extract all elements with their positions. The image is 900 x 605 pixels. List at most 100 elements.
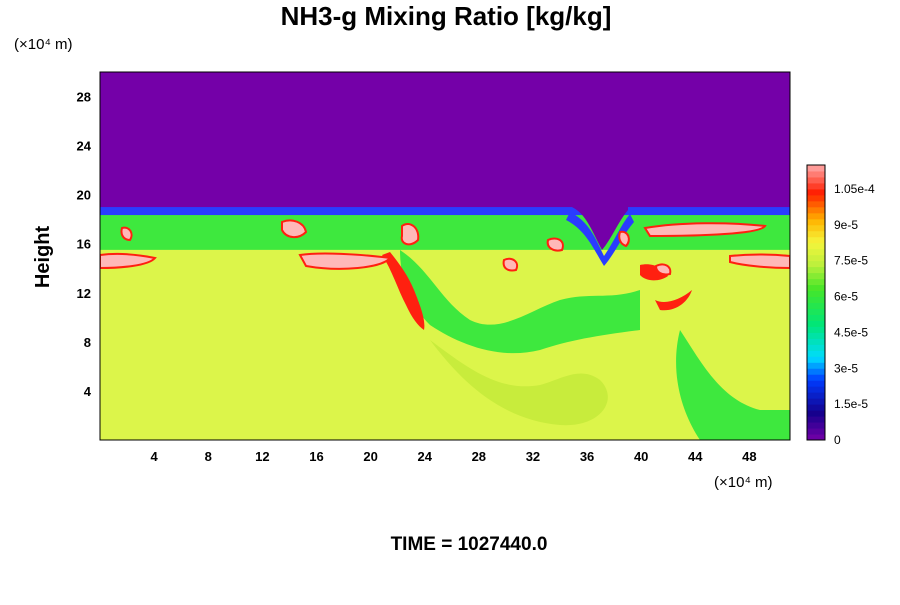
colorbar-tick-label: 1.05e-4 [834,182,875,196]
field-lower-swirl [676,330,790,440]
x-tick-label: 24 [417,449,432,464]
colorbar-tick-label: 0 [834,433,841,447]
colorbar-cell [807,212,825,220]
colorbar-cell [807,284,825,292]
colorbar-frame [806,164,826,441]
colorbar-cell [807,350,825,357]
x-tick-label: 16 [309,449,323,464]
field-max-patch [643,222,767,238]
colorbar-cell [807,422,825,429]
colorbar-cell [807,326,825,333]
x-tick-label: 4 [151,449,159,464]
colorbar-cell [807,218,825,226]
colorbar-cell [807,356,825,363]
field-turbulent-plume [400,250,640,354]
colorbar-cell [807,398,825,405]
colorbar-cell [807,260,825,268]
colorbar-tick-label: 9e-5 [834,218,858,232]
colorbar-cell [807,194,825,202]
colorbar-tick-label: 4.5e-5 [834,325,868,339]
colorbar-cell [807,332,825,339]
colorbar-cell [807,392,825,399]
colorbar-cell [807,374,825,381]
y-axis-ticks: 4 8 12 16 20 24 28 [77,90,92,399]
field-max-patch [729,253,790,270]
field-max-patch [100,253,157,270]
colorbar-cell [807,182,825,190]
colorbar-cell [807,242,825,250]
x-tick-label: 44 [688,449,703,464]
colorbar-cell [807,368,825,375]
colorbar-cell [807,296,825,303]
colorbar-cell [807,266,825,274]
colorbar-cell [807,165,825,172]
field-high-value-patch [640,264,668,281]
y-tick-label: 4 [84,384,92,399]
colorbar-cell [807,206,825,214]
colorbar-cells [807,165,825,441]
colorbar-cell [807,380,825,387]
colorbar-cell [807,236,825,244]
colorbar-cell [807,362,825,369]
y-tick-label: 12 [77,286,91,301]
plot-frame [99,71,791,441]
y-tick-label: 24 [77,139,92,154]
field-cloud-top-dip-edge [566,212,634,266]
x-tick-label: 8 [205,449,212,464]
colorbar-tick-label: 1.5e-5 [834,397,868,411]
field-cloud-top-dip [565,205,628,250]
field-upper-region [100,72,790,216]
field-max-patch [618,230,630,248]
colorbar-cell [807,338,825,345]
colorbar-cell [807,428,825,435]
x-tick-label: 32 [526,449,540,464]
colorbar-cell [807,176,825,184]
field-max-patch [120,226,133,242]
x-tick-label: 28 [472,449,486,464]
colorbar-cell [807,404,825,411]
colorbar-cell [807,224,825,232]
x-tick-label: 20 [363,449,377,464]
x-axis-unit: (×10⁴ m) [714,474,773,491]
colorbar-cell [807,302,825,309]
colorbar-cell [807,254,825,262]
y-tick-label: 20 [77,188,91,203]
field-max-patch [281,219,308,238]
colorbar: 0 1.5e-5 3e-5 4.5e-5 6e-5 7.5e-5 9e-5 1.… [806,164,875,447]
mixing-ratio-field [100,72,790,440]
x-axis-ticks: 4 8 12 16 20 24 28 32 36 40 44 48 [151,449,757,464]
x-tick-label: 48 [742,449,756,464]
colorbar-cell [807,434,825,441]
y-tick-label: 28 [77,90,91,105]
y-axis-unit: (×10⁴ m) [14,36,73,53]
field-max-patch [400,222,420,246]
colorbar-cell [807,290,825,298]
colorbar-cell [807,272,825,280]
colorbar-cell [807,248,825,256]
colorbar-cell [807,386,825,393]
x-tick-label: 12 [255,449,269,464]
colorbar-cell [807,188,825,196]
field-high-value-plume [382,252,425,330]
field-max-patch [298,252,392,270]
field-max-patch [654,263,672,276]
x-tick-label: 40 [634,449,648,464]
colorbar-cell [807,230,825,238]
time-label: TIME = 1027440.0 [391,534,548,555]
colorbar-cell [807,278,825,286]
colorbar-cell [807,320,825,327]
colorbar-tick-label: 7.5e-5 [834,254,868,268]
y-tick-label: 8 [84,335,91,350]
colorbar-cell [807,344,825,351]
colorbar-cell [807,410,825,417]
x-tick-label: 36 [580,449,594,464]
y-tick-label: 16 [77,237,91,252]
colorbar-tick-label: 3e-5 [834,361,858,375]
colorbar-ticks: 0 1.5e-5 3e-5 4.5e-5 6e-5 7.5e-5 9e-5 1.… [834,182,875,447]
field-high-value-streak [655,290,692,311]
chart-title: NH3-g Mixing Ratio [kg/kg] [281,1,612,31]
field-max-patch [546,237,564,252]
field-lower-region [100,249,790,440]
colorbar-cell [807,416,825,423]
